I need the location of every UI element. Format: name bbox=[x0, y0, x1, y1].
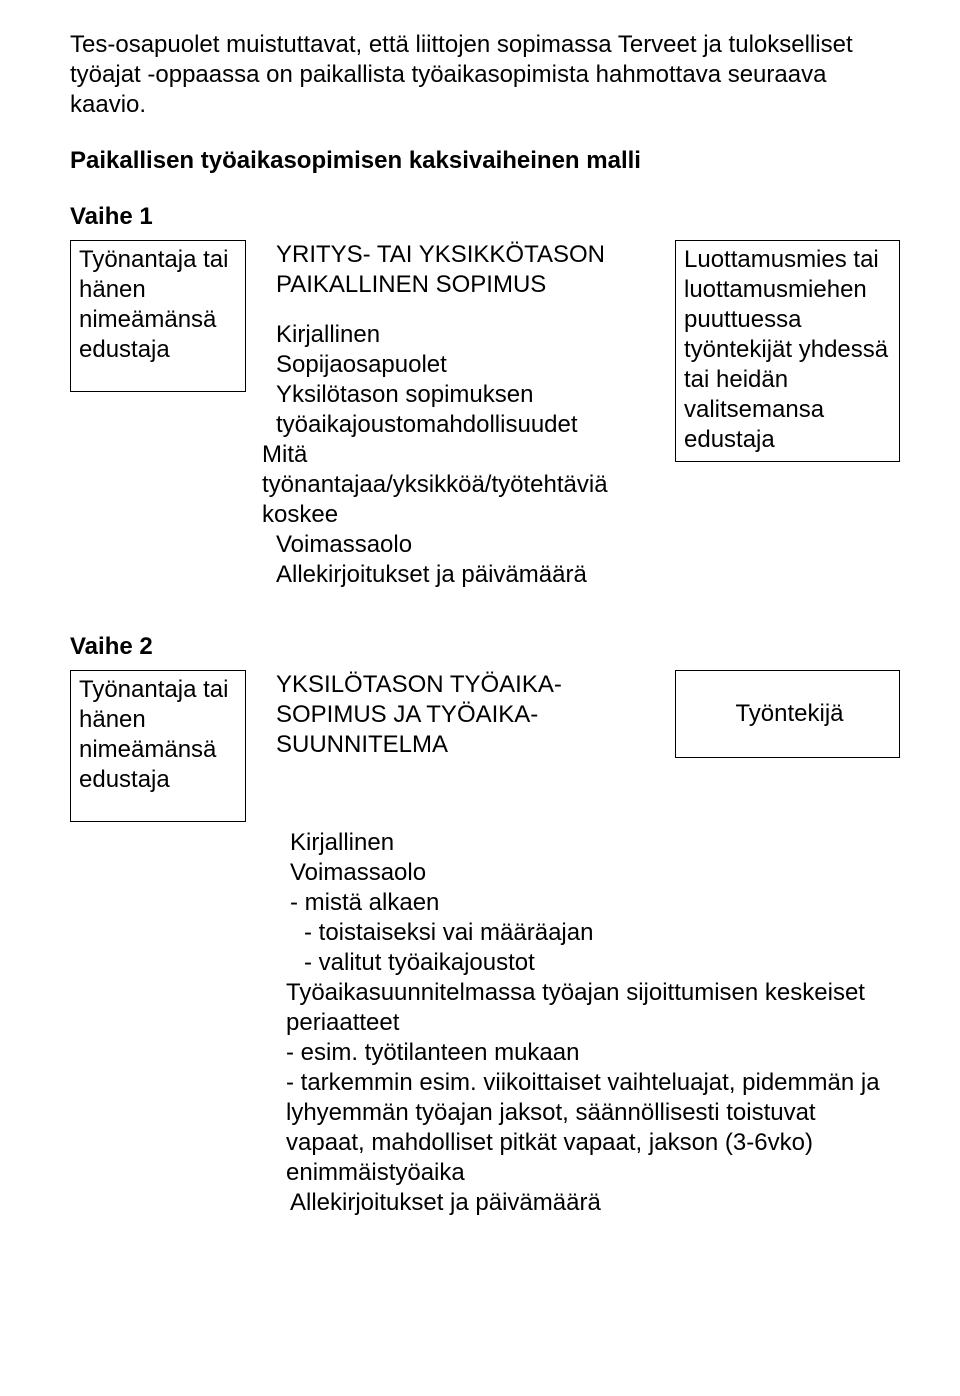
phase2-list-item: - tarkemmin esim. viikoittaiset vaihtelu… bbox=[286, 1068, 896, 1188]
phase2-list-item: Kirjallinen bbox=[286, 828, 896, 858]
intro-paragraph: Tes-osapuolet muistuttavat, että liittoj… bbox=[70, 30, 900, 120]
phase2-list-item: Allekirjoitukset ja päivämäärä bbox=[286, 1188, 896, 1218]
phase2-right-box: Työntekijä bbox=[675, 670, 900, 758]
phase1-row: Työnantaja tai hänen nimeämänsä edustaja… bbox=[70, 240, 900, 590]
phase2-list-item: - esim. työtilanteen mukaan bbox=[286, 1038, 896, 1068]
phase2-list-item: - mistä alkaen bbox=[286, 888, 896, 918]
phase1-mid-title: YRITYS- TAI YKSIKKÖTASON PAIKALLINEN SOP… bbox=[276, 240, 653, 300]
phase1-mid-line: Sopijaosapuolet bbox=[276, 350, 653, 380]
phase2-list: Kirjallinen Voimassaolo - mistä alkaen -… bbox=[276, 828, 896, 1218]
phase2-middle: YKSILÖTASON TYÖAIKA-SOPIMUS JA TYÖAIKA-S… bbox=[246, 670, 675, 760]
phase1-middle: YRITYS- TAI YKSIKKÖTASON PAIKALLINEN SOP… bbox=[246, 240, 675, 590]
phase1-mid-line: Mitä työnantajaa/yksikköä/työtehtäviä ko… bbox=[262, 440, 653, 530]
phase2-list-item: - toistaiseksi vai määräajan bbox=[286, 918, 896, 948]
heading: Paikallisen työaikasopimisen kaksivaihei… bbox=[70, 146, 900, 176]
phase1-mid-line: Allekirjoitukset ja päivämäärä bbox=[276, 560, 653, 590]
phase1-mid-line: Voimassaolo bbox=[276, 530, 653, 560]
phase1-left-box: Työnantaja tai hänen nimeämänsä edustaja bbox=[70, 240, 246, 392]
phase2-row: Työnantaja tai hänen nimeämänsä edustaja… bbox=[70, 670, 900, 822]
phase2-mid-title: YKSILÖTASON TYÖAIKA-SOPIMUS JA TYÖAIKA-S… bbox=[276, 670, 653, 760]
phase2-left-box: Työnantaja tai hänen nimeämänsä edustaja bbox=[70, 670, 246, 822]
phase2-list-item: Työaikasuunnitelmassa työajan sijoittumi… bbox=[286, 978, 896, 1038]
phase2-list-item: Voimassaolo bbox=[286, 858, 896, 888]
phase1-mid-line: työaikajoustomahdollisuudet bbox=[276, 410, 653, 440]
phase2-label: Vaihe 2 bbox=[70, 632, 900, 662]
phase1-mid-line: Yksilötason sopimuksen bbox=[276, 380, 653, 410]
phase1-mid-line: Kirjallinen bbox=[276, 320, 653, 350]
phase1-label: Vaihe 1 bbox=[70, 202, 900, 232]
phase2-list-item: - valitut työaikajoustot bbox=[286, 948, 896, 978]
phase1-right-box: Luottamusmies tai luottamusmiehen puuttu… bbox=[675, 240, 900, 462]
page: Tes-osapuolet muistuttavat, että liittoj… bbox=[0, 0, 960, 1396]
